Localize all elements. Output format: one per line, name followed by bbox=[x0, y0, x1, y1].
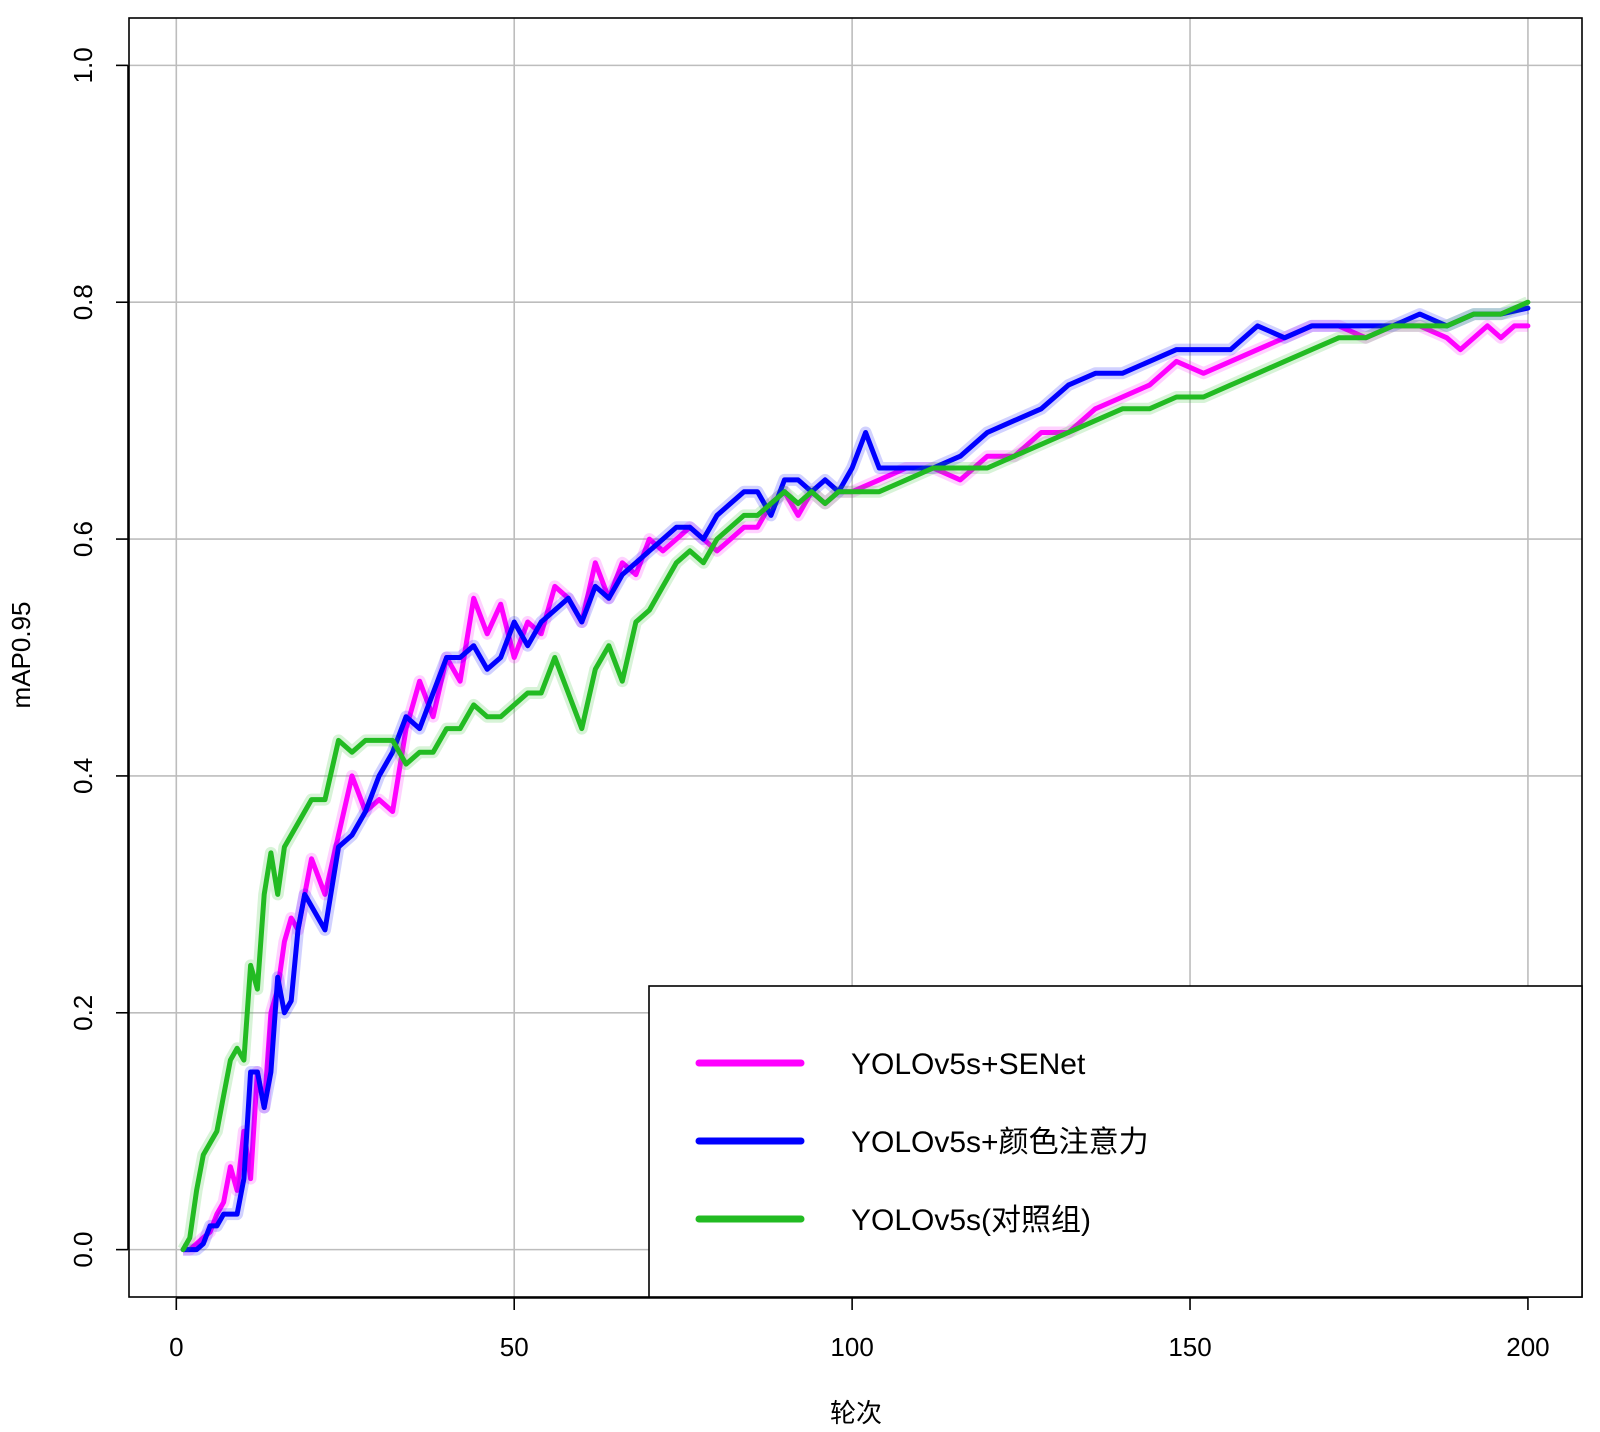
y-axis: 0.0 0.2 0.4 0.6 0.8 1.0 bbox=[68, 47, 129, 1268]
legend-label-1: YOLOv5s+颜色注意力 bbox=[851, 1126, 1149, 1159]
x-axis: 0 50 100 150 200 bbox=[169, 1297, 1550, 1362]
x-tick-label-200: 200 bbox=[1506, 1332, 1549, 1362]
x-tick-label-150: 150 bbox=[1168, 1332, 1211, 1362]
y-tick-label-0.0: 0.0 bbox=[68, 1232, 98, 1268]
y-tick-label-0.8: 0.8 bbox=[68, 284, 98, 320]
series-layer bbox=[177, 296, 1531, 1256]
y-tick-label-0.2: 0.2 bbox=[68, 995, 98, 1031]
x-axis-label: 轮次 bbox=[830, 1398, 882, 1428]
legend-label-0: YOLOv5s+SENet bbox=[851, 1048, 1086, 1081]
x-tick-label-0: 0 bbox=[169, 1332, 183, 1362]
y-tick-label-1.0: 1.0 bbox=[68, 47, 98, 83]
y-tick-label-0.6: 0.6 bbox=[68, 521, 98, 557]
x-tick-label-100: 100 bbox=[830, 1332, 873, 1362]
y-tick-label-0.4: 0.4 bbox=[68, 758, 98, 794]
series-line-1 bbox=[180, 305, 1531, 1253]
series-line-2 bbox=[180, 299, 1531, 1253]
legend: YOLOv5s+SENet YOLOv5s+颜色注意力 YOLOv5s(对照组) bbox=[648, 985, 1583, 1298]
legend-box bbox=[648, 985, 1583, 1298]
y-axis-label: mAP0.95 bbox=[6, 602, 36, 709]
legend-label-2: YOLOv5s(对照组) bbox=[851, 1204, 1091, 1237]
x-tick-label-50: 50 bbox=[500, 1332, 529, 1362]
